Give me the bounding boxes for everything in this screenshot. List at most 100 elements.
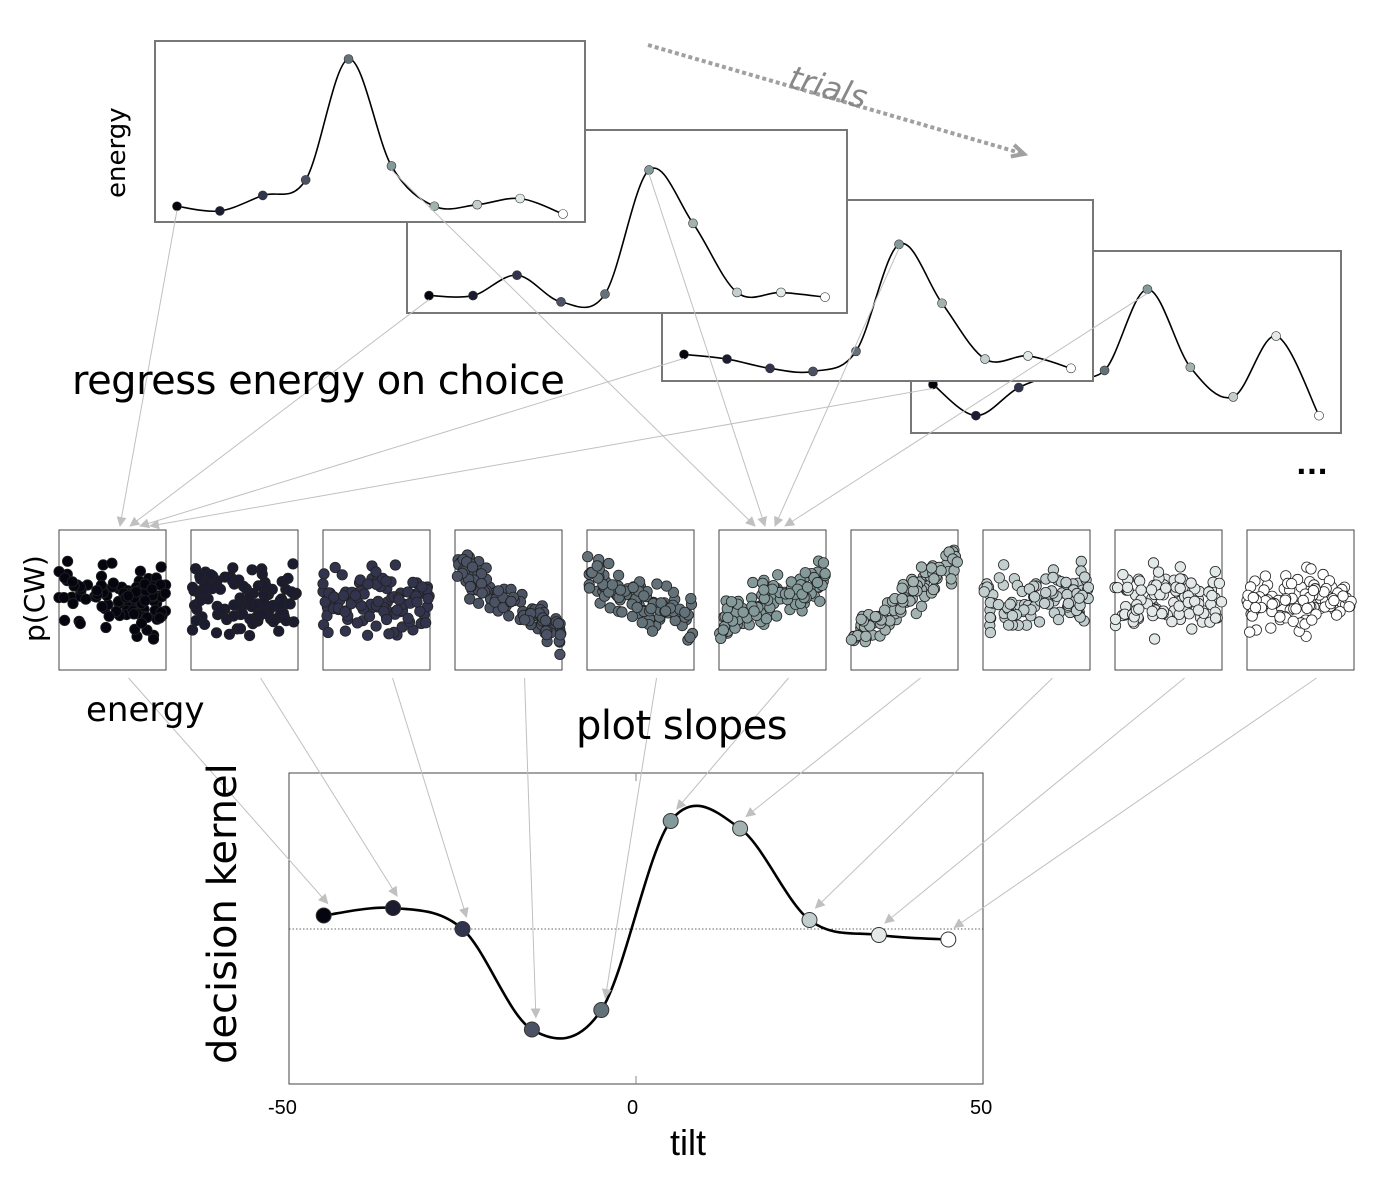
scatter-panel (1241, 529, 1357, 671)
scatter-point (1166, 616, 1178, 628)
energy-sample-point (600, 289, 610, 299)
scatter-point (1265, 622, 1277, 634)
connector-arrow (648, 173, 767, 527)
scatter-panels-layer (53, 529, 1357, 671)
scatter-point (1145, 584, 1158, 596)
scatter-point (1213, 577, 1226, 589)
scatter-point (122, 590, 134, 602)
scatter-point (1215, 596, 1228, 608)
scatter-point (660, 580, 673, 592)
kernel-point (940, 931, 957, 948)
scatter-point (725, 596, 738, 608)
energy-sample-point (343, 54, 354, 64)
scatter-point (274, 598, 286, 611)
scatter-point (273, 625, 285, 637)
scatter-point (505, 595, 517, 608)
trial-panels-layer (154, 40, 1342, 434)
scatter-point (159, 587, 171, 599)
kernel-point (801, 912, 818, 928)
energy-sample-point (722, 354, 732, 364)
scatter-point (244, 629, 256, 642)
energy-sample-point (215, 206, 225, 216)
energy-sample-point (386, 161, 397, 171)
scatter-point (722, 611, 734, 624)
scatter-point (389, 559, 401, 571)
scatter-point (1112, 582, 1124, 594)
energy-sample-point (732, 287, 742, 298)
scatter-point (227, 610, 240, 622)
ellipsis-more-trials: ... (1296, 448, 1328, 481)
scatter-point (1186, 623, 1198, 635)
energy-curve (932, 288, 1320, 417)
connector-arrow (601, 677, 658, 999)
scatter-point (380, 613, 393, 626)
trial-energy-panel (154, 40, 586, 223)
energy-sample-point (558, 209, 568, 219)
scatter-point (328, 591, 340, 603)
scatter-point (317, 578, 329, 590)
connector-arrow (129, 299, 430, 527)
regress-caption: regress energy on choice (72, 358, 565, 404)
scatter-point (685, 592, 697, 605)
kernel-point (315, 907, 332, 924)
energy-sample-point (1314, 410, 1324, 421)
scatter-point (1279, 594, 1291, 606)
scatter-panel (714, 529, 831, 671)
energy-sample-point (765, 363, 775, 374)
connector-arrow (774, 248, 900, 527)
scatter-point (1146, 605, 1158, 617)
energy-sample-point (1099, 365, 1110, 376)
scatter-point (422, 592, 434, 605)
scatter-point (339, 625, 351, 637)
scatter-panel (978, 529, 1095, 671)
scatter-point (1305, 563, 1317, 575)
scatter-point (978, 586, 990, 598)
scatter-point (205, 569, 217, 581)
scatter-point (416, 581, 428, 593)
scatter-point (1306, 614, 1318, 626)
scatter-point (106, 557, 118, 569)
kernel-point (662, 813, 679, 829)
scatter-point (1109, 613, 1122, 626)
scatter-point (411, 596, 423, 608)
scatter-point (669, 614, 681, 627)
scatter-point (1062, 597, 1075, 610)
energy-sample-point (1271, 331, 1281, 341)
scatter-point (246, 564, 258, 576)
scatter-point (1121, 581, 1134, 593)
scatter-point (285, 586, 297, 598)
energy-sample-point (1185, 362, 1196, 373)
scatter-point (155, 561, 167, 573)
scatter-point (748, 605, 760, 617)
scatter-panel (845, 529, 963, 671)
scatter-point (258, 596, 270, 608)
scatter-point (391, 604, 403, 616)
connector-arrow (953, 677, 1317, 929)
scatter-point (380, 575, 392, 587)
scatter-point (679, 606, 691, 618)
scatter-point (96, 600, 108, 613)
kernel-point (385, 900, 402, 916)
scatter-point (107, 577, 120, 589)
scatter-point (646, 625, 659, 637)
scatter-point (228, 599, 240, 611)
energy-sample-point (468, 290, 478, 301)
scatter-point (799, 567, 811, 579)
scatter-point (103, 610, 115, 622)
scatter-panel (186, 529, 302, 671)
connector-arrow (139, 357, 685, 529)
connector-arrow (392, 677, 469, 918)
scatter-point (187, 581, 199, 594)
scatter-point (879, 604, 891, 616)
scatter-point (199, 618, 211, 631)
scatter-point (539, 614, 552, 627)
scatter-point (1192, 604, 1205, 616)
scatter-point (951, 556, 963, 568)
scatter-point (552, 617, 564, 630)
scatter-point (237, 580, 250, 592)
connector-arrow (116, 210, 178, 527)
scatter-point (1259, 570, 1272, 582)
scatter-point (337, 590, 350, 602)
scatter-point (645, 602, 657, 615)
